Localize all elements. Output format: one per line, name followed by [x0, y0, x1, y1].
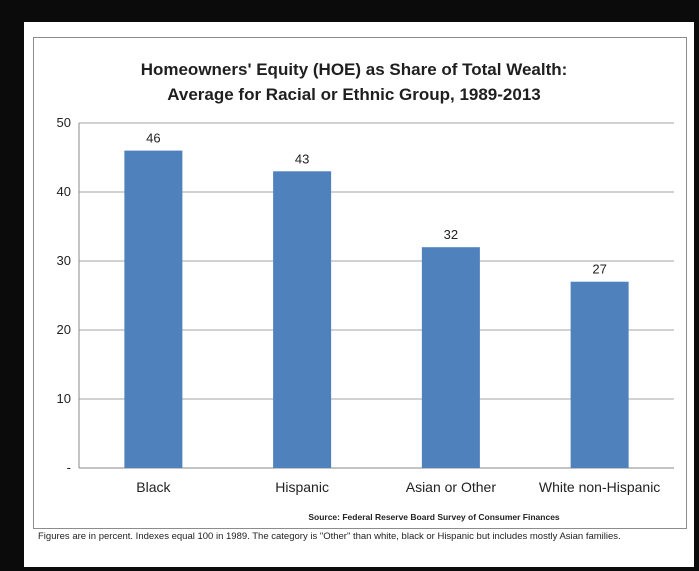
- y-tick-label: 30: [57, 253, 71, 268]
- bar-hispanic: [273, 171, 332, 469]
- y-tick-label: 10: [57, 391, 71, 406]
- x-tick-label: White non-Hispanic: [539, 479, 660, 495]
- chart-panel: Homeowners' Equity (HOE) as Share of Tot…: [24, 22, 694, 567]
- x-tick-label: Black: [136, 479, 171, 495]
- y-tick-label: 20: [57, 322, 71, 337]
- chart-title: Homeowners' Equity (HOE) as Share of Tot…: [141, 60, 568, 79]
- y-tick-label-zero: -: [67, 460, 71, 475]
- labels: 10 20 30 40 50 - 46 Black 43 Hispanic 32 Asian or O…: [57, 115, 661, 495]
- bar-asian-or-other: [421, 247, 480, 468]
- chart-source: Source: Federal Reserve Board Survey of …: [308, 512, 560, 522]
- footnote: Figures are in percent. Indexes equal 10…: [38, 531, 621, 542]
- x-tick-label: Hispanic: [275, 479, 329, 495]
- data-label: 32: [444, 227, 458, 242]
- bar-chart: Homeowners' Equity (HOE) as Share of Tot…: [57, 60, 674, 522]
- x-tick-label: Asian or Other: [406, 479, 497, 495]
- bar-black: [124, 150, 183, 468]
- data-label: 46: [146, 131, 160, 146]
- data-label: 43: [295, 151, 309, 166]
- bar-white-non-hispanic: [570, 281, 629, 468]
- chart-subtitle: Average for Racial or Ethnic Group, 1989…: [167, 85, 541, 104]
- data-label: 27: [592, 262, 606, 277]
- chart-frame: Homeowners' Equity (HOE) as Share of Tot…: [33, 37, 687, 529]
- bars: [124, 150, 629, 469]
- y-tick-label: 50: [57, 115, 71, 130]
- y-tick-label: 40: [57, 184, 71, 199]
